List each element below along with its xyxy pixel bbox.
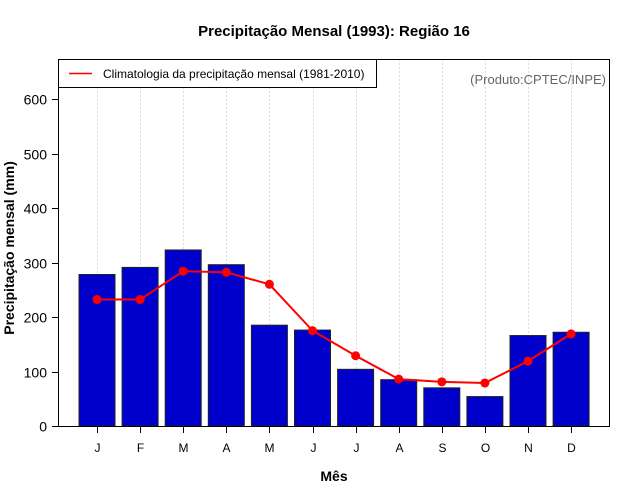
- x-tick-label: N: [524, 441, 533, 455]
- x-tick-label: F: [137, 441, 144, 455]
- climatology-line: [92, 266, 576, 388]
- y-tick-label: 300: [24, 256, 48, 272]
- climatology-point: [351, 351, 361, 361]
- climatology-point: [523, 356, 533, 366]
- y-tick-label: 200: [24, 310, 48, 326]
- bar: [250, 324, 288, 427]
- bar: [552, 331, 590, 427]
- bar: [337, 368, 375, 427]
- y-axis-label: Precipitação mensal (mm): [1, 161, 17, 335]
- legend-label: Climatologia da precipitação mensal (198…: [103, 67, 364, 81]
- y-tick-label: 600: [24, 92, 48, 108]
- climatology-point: [135, 295, 145, 305]
- x-tick-label: S: [438, 441, 446, 455]
- y-tick-label: 500: [24, 147, 48, 163]
- legend-box: [58, 59, 377, 88]
- x-tick-label: J: [95, 441, 101, 455]
- x-tick-label: A: [395, 441, 403, 455]
- bar: [164, 249, 202, 427]
- bar: [380, 379, 418, 427]
- x-tick-label: D: [567, 441, 576, 455]
- x-tick-label: M: [265, 441, 275, 455]
- y-tick-label: 400: [24, 201, 48, 217]
- bar: [423, 387, 461, 427]
- climatology-point: [394, 374, 404, 384]
- climatology-point: [437, 377, 447, 387]
- credit-annotation: (Produto:CPTEC/INPE): [470, 72, 606, 87]
- bars: [78, 249, 590, 427]
- y-tick-label: 100: [24, 365, 48, 381]
- bar: [509, 335, 547, 427]
- x-tick-label: A: [222, 441, 230, 455]
- legend: Climatologia da precipitação mensal (198…: [58, 59, 377, 88]
- x-tick-label: O: [481, 441, 490, 455]
- climatology-point: [566, 329, 576, 339]
- climatology-point: [221, 267, 231, 277]
- bar: [466, 396, 504, 427]
- climatology-point: [264, 279, 274, 289]
- chart-title: Precipitação Mensal (1993): Região 16: [198, 23, 470, 40]
- climatology-point: [308, 326, 317, 336]
- x-axis-label: Mês: [320, 468, 347, 484]
- climatology-point: [92, 295, 102, 305]
- x-tick-label: J: [354, 441, 360, 455]
- x-tick-label: M: [179, 441, 189, 455]
- x-tick-label: J: [311, 441, 317, 455]
- bar: [294, 329, 331, 427]
- bar: [207, 264, 245, 427]
- climatology-point: [480, 378, 490, 388]
- y-tick-label: 0: [39, 419, 47, 435]
- climatology-polyline: [97, 270, 572, 384]
- climatology-point: [178, 266, 188, 276]
- y-axis: 0 100 200 300 400 500 600: [24, 92, 59, 435]
